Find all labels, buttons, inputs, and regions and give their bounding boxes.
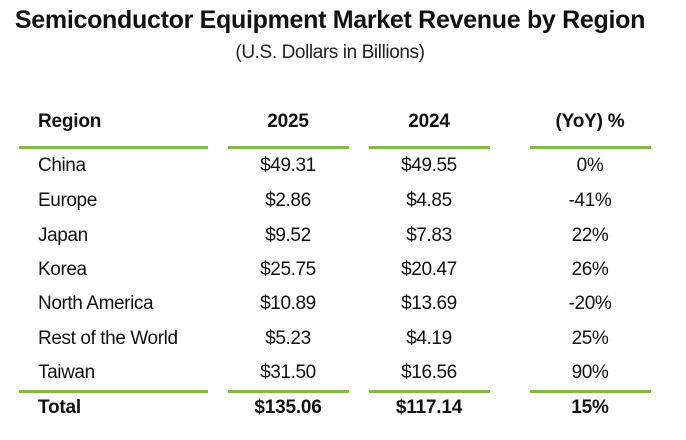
- cell-yoy: 25%: [571, 328, 609, 349]
- cell-2025: $25.75: [260, 259, 316, 280]
- cell-2025: $9.52: [265, 225, 311, 246]
- cell-2024: $20.47: [401, 259, 457, 280]
- header-region: Region: [38, 111, 102, 132]
- cell-yoy: 26%: [571, 259, 609, 280]
- cell-yoy: 90%: [571, 362, 609, 383]
- header-rule-2025: [228, 146, 349, 149]
- cell-region: Korea: [38, 259, 87, 280]
- cell-2025: $5.23: [265, 328, 311, 349]
- cell-region: North America: [38, 293, 154, 314]
- table-title: Semiconductor Equipment Market Revenue b…: [14, 6, 646, 34]
- cell-2024: $16.56: [401, 362, 457, 383]
- cell-2024: $49.55: [401, 155, 457, 176]
- cell-region: China: [38, 155, 86, 176]
- cell-yoy: -41%: [568, 190, 612, 211]
- header-yoy: (YoY) %: [555, 111, 625, 132]
- total-2024: $117.14: [395, 397, 463, 418]
- cell-yoy: 0%: [576, 155, 604, 176]
- header-rule-yoy: [530, 146, 651, 149]
- header-2025: 2025: [267, 111, 309, 132]
- cell-region: Japan: [38, 225, 88, 246]
- cell-2024: $4.85: [406, 190, 452, 211]
- cell-yoy: 22%: [571, 225, 609, 246]
- header-rule-2024: [369, 146, 490, 149]
- cell-2024: $4.19: [406, 328, 452, 349]
- cell-yoy: -20%: [568, 293, 612, 314]
- header-2024: 2024: [408, 111, 450, 132]
- total-rule-region: [19, 390, 208, 393]
- cell-2024: $7.83: [406, 225, 452, 246]
- cell-2025: $10.89: [260, 293, 316, 314]
- cell-2025: $49.31: [260, 155, 316, 176]
- cell-region: Taiwan: [38, 362, 95, 383]
- cell-region: Europe: [38, 190, 97, 211]
- header-rule-region: [19, 146, 208, 149]
- cell-2024: $13.69: [401, 293, 457, 314]
- table-subtitle: (U.S. Dollars in Billions): [235, 42, 425, 63]
- cell-2025: $31.50: [260, 362, 316, 383]
- total-2025: $135.06: [254, 397, 322, 418]
- total-rule-2024: [369, 390, 490, 393]
- total-rule-yoy: [530, 390, 651, 393]
- cell-2025: $2.86: [265, 190, 311, 211]
- cell-region: Rest of the World: [38, 328, 178, 349]
- total-yoy: 15%: [571, 397, 609, 418]
- total-rule-2025: [228, 390, 349, 393]
- total-label: Total: [38, 397, 81, 418]
